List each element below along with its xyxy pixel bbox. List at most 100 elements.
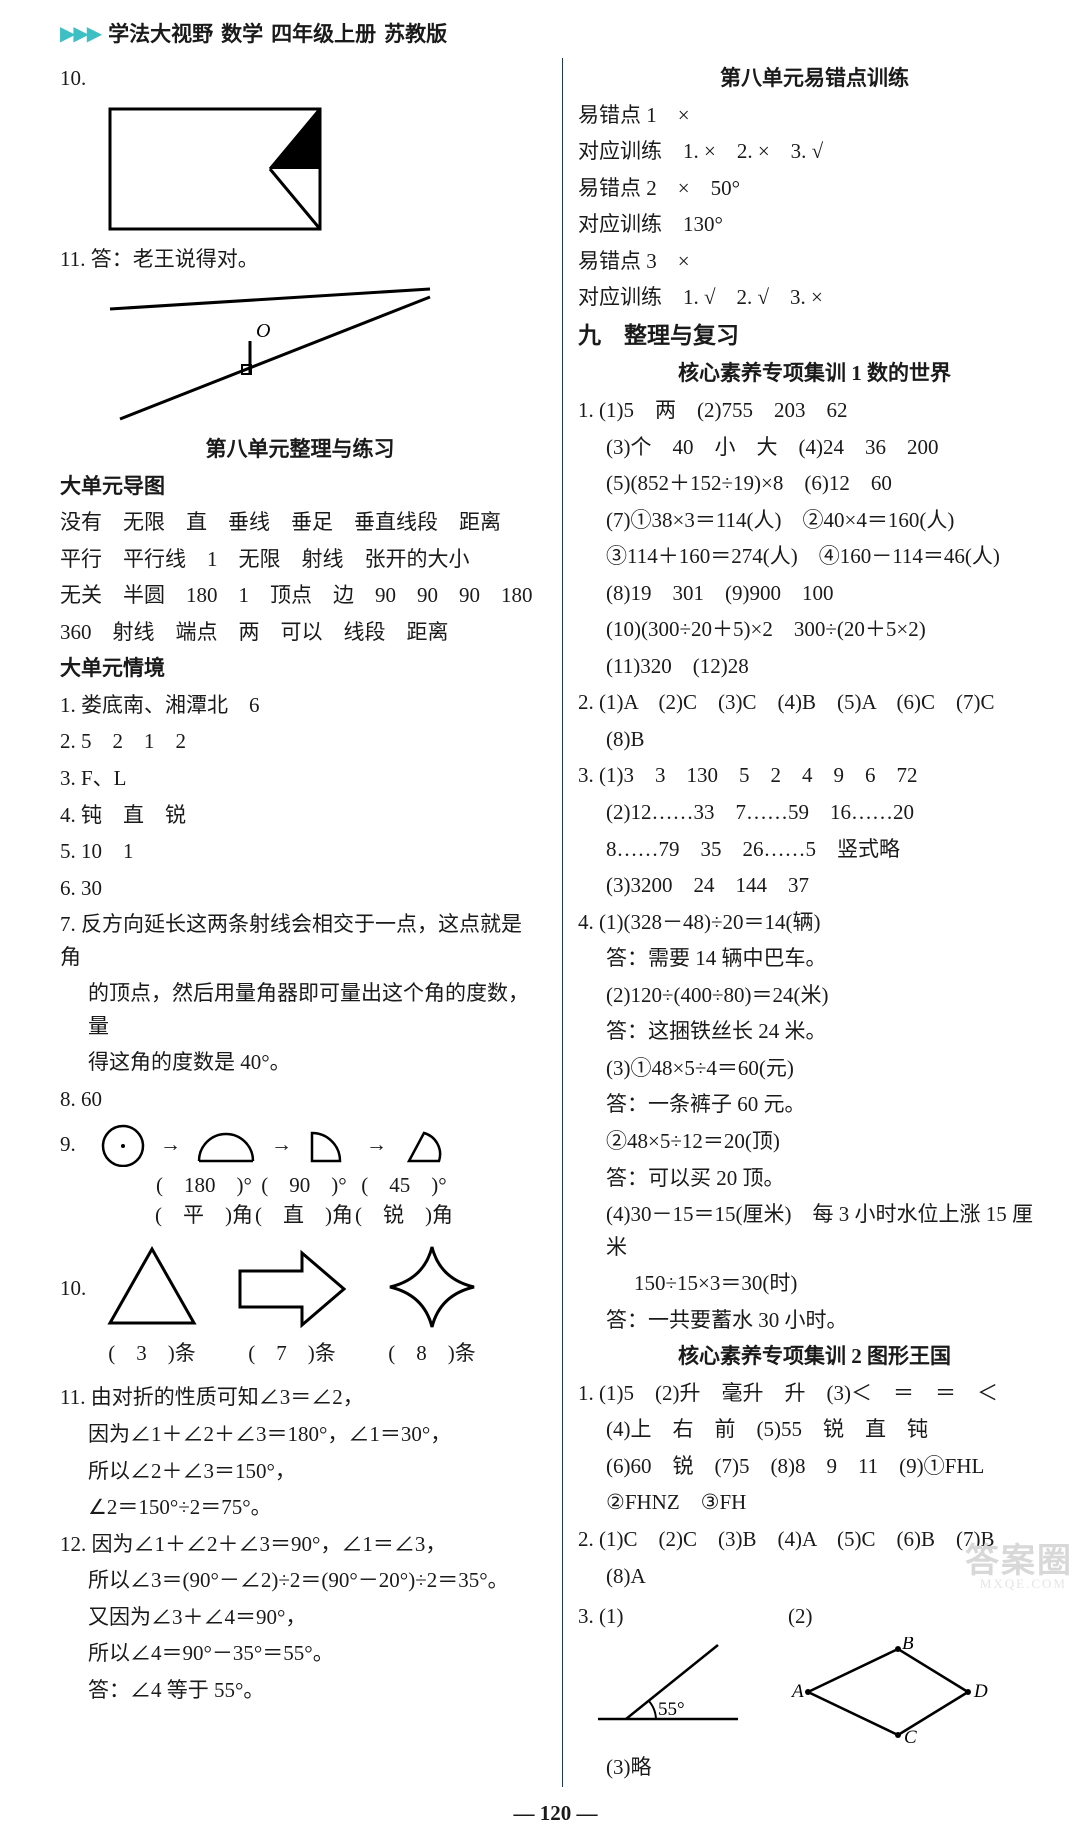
train2-title: 核心素养专项集训 2 图形王国 <box>578 1340 1051 1373</box>
rhombus-B: B <box>902 1637 914 1654</box>
q10b-l1: ( 7 )条 <box>232 1337 352 1367</box>
page-number: — 120 — <box>60 1801 1051 1826</box>
right-column: 第八单元易错点训练 易错点 1 × 对应训练 1. × 2. × 3. √ 易错… <box>560 58 1051 1787</box>
svg-text:O: O <box>256 320 270 342</box>
q9-lt-0: ( 180 )° <box>154 1169 254 1199</box>
train1-title: 核心素养专项集训 1 数的世界 <box>578 357 1051 390</box>
arrow-icon: → <box>366 1132 387 1157</box>
situation-2: 3. F、L <box>60 762 540 795</box>
t4-9: 150÷15×3＝30(时) <box>578 1267 1051 1300</box>
q9-lt-2: ( 45 )° <box>354 1169 454 1199</box>
triangle-icon <box>102 1241 202 1331</box>
g1-1: (4)上 右 前 (5)55 锐 直 钝 <box>578 1413 1051 1446</box>
g3-col1: 3. (1) 55° <box>578 1596 748 1732</box>
header-edition: 苏教版 <box>384 18 447 48</box>
err-1: 对应训练 1. × 2. × 3. √ <box>578 135 1051 168</box>
t4-7: 答：可以买 20 顶。 <box>578 1162 1051 1195</box>
q10-label: 10. <box>60 62 540 95</box>
g2-0: 2. (1)C (2)C (3)B (4)A (5)C (6)B (7)B <box>578 1523 1051 1556</box>
situation-6: 7. 反方向延长这两条射线会相交于一点，这点就是角 <box>60 908 540 973</box>
map-line-2: 无关 半圆 180 1 顶点 边 90 90 90 180 <box>60 579 540 612</box>
err-2: 易错点 2 × 50° <box>578 172 1051 205</box>
circle-icon <box>96 1121 150 1167</box>
q10b-l2: ( 8 )条 <box>382 1337 482 1367</box>
t4-5: 答：一条裤子 60 元。 <box>578 1088 1051 1121</box>
err-0: 易错点 1 × <box>578 99 1051 132</box>
acute-sector-icon <box>397 1121 451 1167</box>
unit9-title: 九 整理与复习 <box>578 318 1051 354</box>
arrow-shape-icon <box>232 1241 352 1331</box>
situation-5: 6. 30 <box>60 872 540 905</box>
situation-1: 2. 5 2 1 2 <box>60 725 540 758</box>
page-header: ▶▶▶ 学法大视野 数学 四年级上册 苏教版 <box>60 18 1051 48</box>
column-divider <box>562 58 563 1787</box>
q12-2: 又因为∠3＋∠4＝90°， <box>60 1601 540 1634</box>
q11-text: 11. 答：老王说得对。 <box>60 243 540 276</box>
arrow-icon: → <box>271 1132 292 1157</box>
q12-4: 答：∠4 等于 55°。 <box>60 1674 540 1707</box>
t4-1: 答：需要 14 辆中巴车。 <box>578 942 1051 975</box>
t4-4: (3)①48×5÷4＝60(元) <box>578 1052 1051 1085</box>
q10b-l0: ( 3 )条 <box>102 1337 202 1367</box>
situation-9: 8. 60 <box>60 1083 540 1116</box>
err-title: 第八单元易错点训练 <box>578 62 1051 95</box>
arrow-icon: → <box>160 1132 181 1157</box>
g1-3: ②FHNZ ③FH <box>578 1486 1051 1519</box>
t4-10: 答：一共要蓄水 30 小时。 <box>578 1304 1051 1337</box>
t4-3: 答：这捆铁丝长 24 米。 <box>578 1015 1051 1048</box>
err-3: 对应训练 130° <box>578 208 1051 241</box>
t4-2: (2)120÷(400÷80)＝24(米) <box>578 979 1051 1012</box>
q9-lt-1: ( 90 )° <box>254 1169 354 1199</box>
t3-0: 3. (1)3 3 130 5 2 4 9 6 72 <box>578 759 1051 792</box>
situation-4: 5. 10 1 <box>60 835 540 868</box>
q9-labels-top: ( 180 )° ( 90 )° ( 45 )° <box>60 1169 540 1199</box>
q10b-labels: ( 3 )条 ( 7 )条 ( 8 )条 <box>60 1337 540 1367</box>
map-line-0: 没有 无限 直 垂线 垂足 垂直线段 距离 <box>60 506 540 539</box>
g3-row: 3. (1) 55° (2) <box>578 1596 1051 1747</box>
q12-0: 12. 因为∠1＋∠2＋∠3＝90°，∠1＝∠3， <box>60 1528 540 1561</box>
t3-1: (2)12……33 7……59 16……20 <box>578 796 1051 829</box>
g3-2-label: (2) <box>788 1600 988 1633</box>
big-map-title: 大单元导图 <box>60 470 540 503</box>
t1-1: (3)个 40 小 大 (4)24 36 200 <box>578 431 1051 464</box>
t2-1: (8)B <box>578 723 1051 756</box>
err-4: 易错点 3 × <box>578 245 1051 278</box>
t1-5: (8)19 301 (9)900 100 <box>578 577 1051 610</box>
q11-figure: O <box>100 279 440 429</box>
q9-lb-1: ( 直 )角 <box>254 1199 354 1229</box>
rhombus-figure: A B C D <box>788 1637 988 1747</box>
rhombus-A: A <box>790 1681 804 1702</box>
t1-0: 1. (1)5 两 (2)755 203 62 <box>578 394 1051 427</box>
t1-4: ③114＋160＝274(人) ④160－114＝46(人) <box>578 540 1051 573</box>
g3-col2: (2) A B C D <box>788 1596 988 1747</box>
rhombus-C: C <box>904 1727 917 1747</box>
g3-3: (3)略 <box>578 1751 1051 1784</box>
header-subject: 数学 <box>221 18 263 48</box>
t3-2: 8……79 35 26……5 竖式略 <box>578 833 1051 866</box>
star4-icon <box>382 1241 482 1331</box>
q10-figure <box>100 99 360 239</box>
semicircle-icon <box>191 1121 261 1167</box>
q9-lb-2: ( 锐 )角 <box>354 1199 454 1229</box>
err-5: 对应训练 1. √ 2. √ 3. × <box>578 281 1051 314</box>
q9-labels-bot: ( 平 )角 ( 直 )角 ( 锐 )角 <box>60 1199 540 1229</box>
angle-55-text: 55° <box>658 1699 685 1720</box>
q12-1: 所以∠3＝(90°－∠2)÷2＝(90°－20°)÷2＝35°。 <box>60 1564 540 1597</box>
t1-6: (10)(300÷20＋5)×2 300÷(20＋5×2) <box>578 613 1051 646</box>
q9-label: 9. <box>60 1132 86 1157</box>
q9-shapes-row: 9. → → → <box>60 1121 540 1167</box>
big-situation-title: 大单元情境 <box>60 652 540 685</box>
q11b-2: 所以∠2＋∠3＝150°， <box>60 1455 540 1488</box>
q12-3: 所以∠4＝90°－35°＝55°。 <box>60 1637 540 1670</box>
g1-0: 1. (1)5 (2)升 毫升 升 (3)＜ ＝ ＝ ＜ <box>578 1377 1051 1410</box>
q10b-label: 10. <box>60 1276 86 1301</box>
q11b-0: 11. 由对折的性质可知∠3＝∠2， <box>60 1381 540 1414</box>
header-series: 学法大视野 <box>108 18 213 48</box>
content-columns: 10. 11. 答：老王说得对。 O 第八单元整理与练习 大单元导图 没有 无限… <box>60 58 1051 1787</box>
g3-label: 3. (1) <box>578 1600 748 1633</box>
rhombus-D: D <box>973 1681 988 1702</box>
t3-3: (3)3200 24 144 37 <box>578 869 1051 902</box>
header-grade: 四年级上册 <box>271 18 376 48</box>
g2-1: (8)A <box>578 1560 1051 1593</box>
map-line-1: 平行 平行线 1 无限 射线 张开的大小 <box>60 543 540 576</box>
